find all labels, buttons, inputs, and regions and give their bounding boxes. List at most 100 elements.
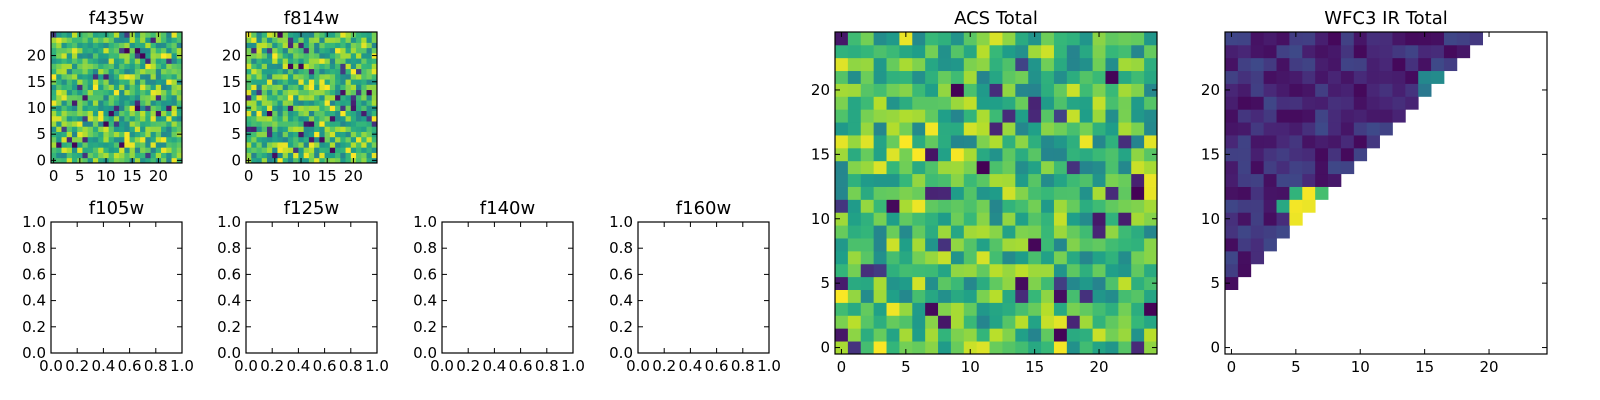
- heatmap-cell: [308, 115, 315, 122]
- heatmap-cell: [134, 84, 141, 91]
- heatmap-cell: [1066, 238, 1081, 252]
- heatmap-cell: [108, 47, 115, 54]
- heatmap-cell: [335, 100, 341, 106]
- heatmap-cell: [356, 73, 362, 80]
- heatmap-cell: [1066, 109, 1081, 123]
- y-tick-label: 20: [811, 81, 830, 99]
- heatmap-cell: [119, 63, 125, 70]
- heatmap-cell: [1066, 70, 1081, 84]
- heatmap-cell: [155, 84, 162, 91]
- heatmap-cell: [1276, 109, 1290, 123]
- heatmap-cell: [976, 160, 990, 175]
- heatmap-cell: [134, 79, 141, 85]
- heatmap-cell: [303, 105, 310, 111]
- heatmap-cell: [161, 79, 167, 85]
- heatmap-cell: [119, 136, 125, 143]
- heatmap-cell: [925, 212, 939, 226]
- heatmap-cell: [366, 42, 373, 49]
- heatmap-cell: [282, 100, 289, 106]
- heatmap-cell: [282, 32, 289, 38]
- heatmap-cell: [860, 83, 875, 97]
- heatmap-cell: [1092, 250, 1106, 265]
- heatmap-cell: [140, 126, 146, 132]
- heatmap-cell: [976, 44, 990, 59]
- heatmap-cell: [886, 32, 900, 46]
- heatmap-cell: [277, 37, 284, 43]
- heatmap-cell: [103, 37, 110, 43]
- heatmap-cell: [124, 131, 130, 138]
- heatmap-cell: [246, 89, 252, 96]
- heatmap-cell: [345, 121, 352, 127]
- heatmap-cell: [56, 58, 62, 64]
- heatmap-cell: [282, 136, 289, 143]
- heatmap-cell: [113, 73, 120, 80]
- heatmap-cell: [129, 136, 136, 143]
- heatmap-cell: [899, 160, 913, 175]
- subplot-title: WFC3 IR Total: [1324, 8, 1447, 29]
- heatmap-cell: [1418, 83, 1432, 97]
- heatmap-cell: [963, 160, 978, 175]
- heatmap-cell: [266, 110, 273, 117]
- heatmap-cell: [860, 70, 875, 84]
- heatmap-cell: [176, 136, 183, 143]
- heatmap-cell: [1053, 315, 1068, 329]
- x-tick-label: 0.8: [339, 357, 363, 375]
- heatmap-cell: [261, 37, 268, 43]
- heatmap-cell: [1431, 44, 1445, 59]
- heatmap-cell: [171, 79, 178, 85]
- heatmap-cell: [82, 37, 89, 43]
- heatmap-cell: [134, 89, 141, 96]
- heatmap-cell: [124, 37, 130, 43]
- heatmap-cell: [298, 58, 305, 64]
- heatmap-cell: [129, 52, 136, 59]
- heatmap-cell: [256, 42, 263, 49]
- heatmap-cell: [1053, 199, 1068, 213]
- heatmap-cell: [56, 126, 62, 132]
- y-tick-label: 0.8: [217, 239, 241, 257]
- heatmap-cell: [66, 89, 73, 96]
- heatmap-cell: [340, 37, 346, 43]
- heatmap-cell: [361, 147, 367, 153]
- heatmap-cell: [1289, 44, 1303, 59]
- axes-frame: [834, 31, 1158, 355]
- heatmap-cell: [912, 109, 926, 123]
- heatmap-cell: [361, 84, 367, 91]
- heatmap-cell: [1118, 238, 1132, 252]
- heatmap-cell: [166, 84, 172, 91]
- heatmap-cell: [129, 42, 136, 49]
- heatmap-cell: [150, 136, 157, 143]
- heatmap-cell: [912, 173, 926, 187]
- heatmap-cell: [345, 94, 352, 101]
- heatmap-cell: [1340, 57, 1355, 72]
- heatmap-cell: [835, 109, 849, 123]
- heatmap-cell: [847, 289, 862, 303]
- heatmap-cell: [129, 68, 136, 75]
- heatmap-cell: [293, 126, 299, 132]
- heatmap-cell: [161, 32, 167, 38]
- heatmap-cell: [314, 84, 320, 91]
- heatmap-cell: [1015, 341, 1029, 355]
- heatmap-cell: [886, 57, 900, 72]
- heatmap-cell: [251, 105, 257, 111]
- heatmap-cell: [92, 115, 99, 122]
- heatmap-cell: [303, 136, 310, 143]
- heatmap-cell: [82, 63, 89, 70]
- heatmap-cell: [251, 42, 257, 49]
- heatmap-cell: [277, 136, 284, 143]
- heatmap-cell: [976, 328, 990, 342]
- heatmap-cell: [171, 110, 178, 117]
- heatmap-cell: [950, 238, 965, 252]
- heatmap-cell: [150, 147, 157, 153]
- heatmap-cell: [1418, 70, 1432, 84]
- heatmap-cell: [272, 37, 278, 43]
- heatmap-cell: [335, 121, 341, 127]
- heatmap-cell: [61, 115, 68, 122]
- heatmap-cell: [847, 83, 862, 97]
- heatmap-cell: [150, 94, 157, 101]
- heatmap-cell: [92, 147, 99, 153]
- heatmap-cell: [1015, 147, 1029, 162]
- heatmap-cell: [108, 84, 115, 91]
- heatmap-cell: [371, 94, 378, 101]
- heatmap-cell: [71, 32, 78, 38]
- heatmap-cell: [1041, 289, 1055, 303]
